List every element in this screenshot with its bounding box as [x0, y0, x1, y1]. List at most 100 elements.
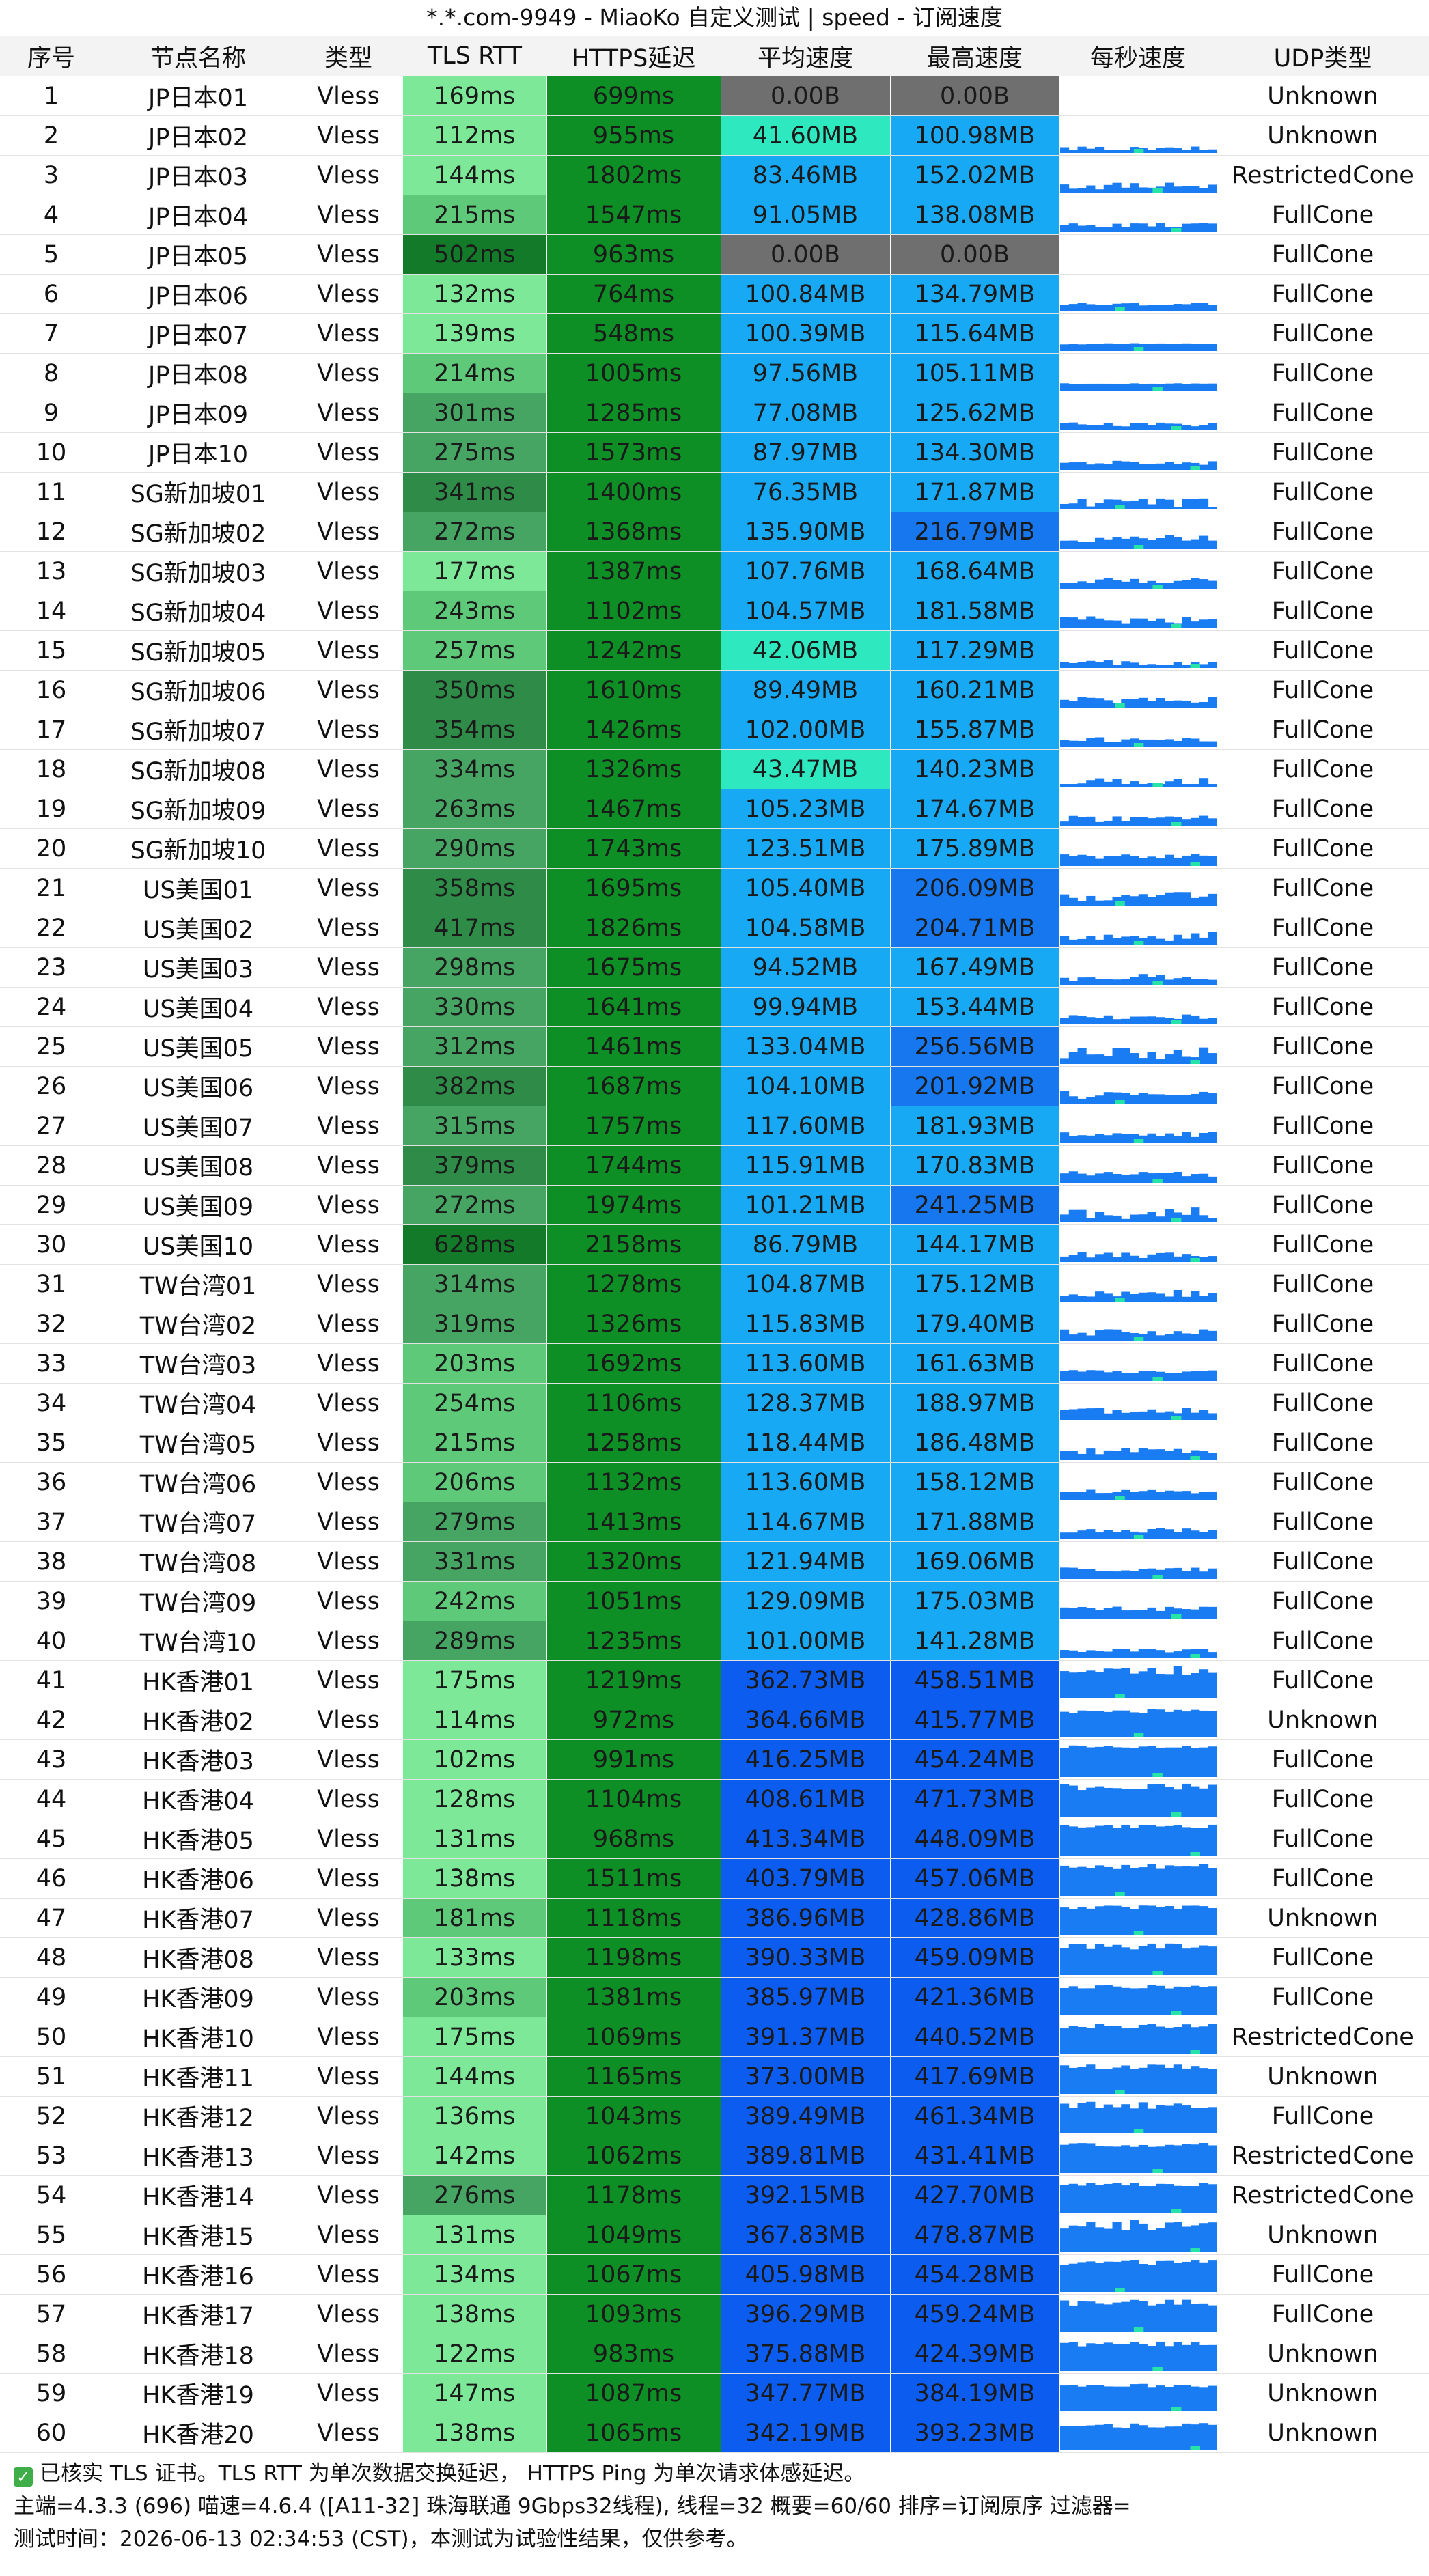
sparkline-bar: [1112, 425, 1122, 430]
sparkline-bar: [1068, 1785, 1078, 1817]
sparkline-bar: [1173, 1136, 1182, 1143]
sparkline-bar: [1129, 2384, 1139, 2411]
sparkline-bar: [1077, 1252, 1087, 1262]
udp-type-cell: FullCone: [1217, 1621, 1429, 1661]
sparkline-bar: [1208, 1370, 1217, 1381]
sparkline-bar: [1068, 1944, 1078, 1975]
sparkline-bar: [1112, 1868, 1122, 1896]
per-second-speed-sparkline: [1059, 115, 1217, 156]
sparkline-bar: [1155, 2427, 1165, 2450]
table-row: 29 US美国09 Vless 272ms 1974ms 101.21MB 241.25MB…: [0, 1185, 1429, 1225]
sparkline-bar: [1120, 1668, 1130, 1698]
node-name-cell: JP日本10: [102, 432, 294, 473]
max-speed-cell: 161.63MB: [890, 1343, 1060, 1384]
sparkline-bar: [1199, 1296, 1208, 1302]
sparkline-accent-mark: [1171, 1614, 1181, 1619]
sparkline-svg: [1059, 303, 1217, 311]
sparkline-bar: [1094, 463, 1104, 470]
sparkline-bar: [1120, 1610, 1130, 1619]
sparkline-bar: [1068, 1209, 1078, 1222]
sparkline-bar: [1103, 539, 1113, 549]
sparkline-bar: [1077, 2185, 1087, 2213]
sparkline-bar: [1112, 779, 1122, 787]
sparkline-bar: [1077, 619, 1087, 628]
sparkline-bar: [1146, 977, 1156, 985]
udp-type-cell: FullCone: [1217, 2254, 1429, 2295]
sparkline-bar: [1129, 2260, 1139, 2292]
sparkline-bar: [1173, 1532, 1182, 1539]
sparkline-bar: [1164, 979, 1174, 985]
https-delay-cell: 1400ms: [546, 472, 721, 512]
max-speed-cell: 459.24MB: [890, 2294, 1060, 2334]
sparkline-bar: [1155, 498, 1165, 509]
sparkline-bar: [1077, 2346, 1087, 2371]
sparkline-bar: [1164, 462, 1174, 470]
sparkline-bar: [1085, 2261, 1095, 2292]
avg-speed-cell: 102.00MB: [721, 710, 891, 750]
table-row: 56 HK香港16 Vless 134ms 1067ms 405.98MB 454.28MB…: [0, 2254, 1429, 2295]
sparkline-bar: [1059, 662, 1069, 668]
sparkline-bar: [1190, 2144, 1199, 2173]
sparkline-bar: [1120, 383, 1130, 391]
sparkline-bar: [1182, 384, 1191, 391]
udp-type-cell: Unknown: [1217, 1898, 1429, 1938]
row-index-cell: 46: [0, 1858, 102, 1899]
sparkline-bar: [1120, 1747, 1130, 1777]
table-row: 20 SG新加坡10 Vless 290ms 1743ms 123.51MB 175.89M…: [0, 828, 1429, 869]
sparkline-bar: [1190, 2186, 1199, 2213]
sparkline-bar: [1164, 2299, 1174, 2332]
table-row: 4 JP日本04 Vless 215ms 1547ms 91.05MB 138.08MB Fu…: [0, 195, 1429, 235]
sparkline-bar: [1173, 1095, 1182, 1104]
sparkline-accent-mark: [1189, 1456, 1200, 1460]
row-index-cell: 10: [0, 432, 102, 473]
https-delay-cell: 1242ms: [546, 630, 721, 671]
sparkline-bar: [1146, 226, 1156, 232]
max-speed-cell: 256.56MB: [890, 1026, 1060, 1067]
sparkline-bar: [1182, 150, 1191, 153]
row-index-cell: 48: [0, 1937, 102, 1978]
sparkline-bar: [1182, 1649, 1191, 1658]
https-delay-cell: 1005ms: [546, 353, 721, 393]
node-name-cell: SG新加坡03: [102, 551, 294, 591]
sparkline-bar: [1112, 1710, 1122, 1737]
udp-type-cell: FullCone: [1217, 828, 1429, 869]
sparkline-bar: [1208, 784, 1217, 787]
sparkline-bar: [1155, 1293, 1165, 1302]
sparkline-bar: [1085, 1335, 1095, 1341]
avg-speed-cell: 115.91MB: [721, 1145, 891, 1186]
sparkline-bar: [1173, 1866, 1182, 1896]
sparkline-bar: [1208, 1413, 1217, 1420]
node-name-cell: SG新加坡08: [102, 749, 294, 789]
sparkline-bar: [1164, 1018, 1174, 1024]
sparkline-bar: [1164, 1296, 1174, 1302]
sparkline-bar: [1068, 503, 1078, 509]
sparkline-bar: [1190, 1786, 1199, 1817]
per-second-speed-sparkline: [1059, 393, 1217, 433]
per-second-speed-sparkline: [1059, 908, 1217, 948]
sparkline-bar: [1068, 1567, 1078, 1579]
sparkline-bar: [1173, 700, 1182, 708]
sparkline-bar: [1146, 580, 1156, 589]
sparkline-bar: [1190, 186, 1199, 193]
sparkline-bar: [1094, 146, 1104, 153]
row-index-cell: 51: [0, 2056, 102, 2097]
https-delay-cell: 1413ms: [546, 1502, 721, 1542]
sparkline-bar: [1164, 1606, 1174, 1619]
sparkline-svg: [1059, 1207, 1217, 1222]
sparkline-svg: [1059, 1329, 1217, 1341]
per-second-speed-sparkline: [1059, 749, 1217, 789]
sparkline-bar: [1208, 344, 1217, 351]
per-second-speed-sparkline: [1059, 2056, 1217, 2097]
sparkline-bar: [1077, 2067, 1087, 2094]
sparkline-bar: [1094, 1134, 1104, 1143]
per-second-speed-sparkline: [1059, 2334, 1217, 2374]
sparkline-bar: [1208, 2385, 1217, 2411]
sparkline-bar: [1112, 1828, 1122, 1856]
table-row: 39 TW台湾09 Vless 242ms 1051ms 129.09MB 175.03MB…: [0, 1581, 1429, 1621]
sparkline-accent-mark: [1152, 1773, 1163, 1777]
sparkline-bar: [1094, 1651, 1104, 1658]
sparkline-bar: [1094, 858, 1104, 866]
sparkline-bar: [1068, 1713, 1078, 1737]
table-row: 47 HK香港07 Vless 181ms 1118ms 386.96MB 428.86MB…: [0, 1898, 1429, 1938]
node-name-cell: SG新加坡06: [102, 670, 294, 710]
